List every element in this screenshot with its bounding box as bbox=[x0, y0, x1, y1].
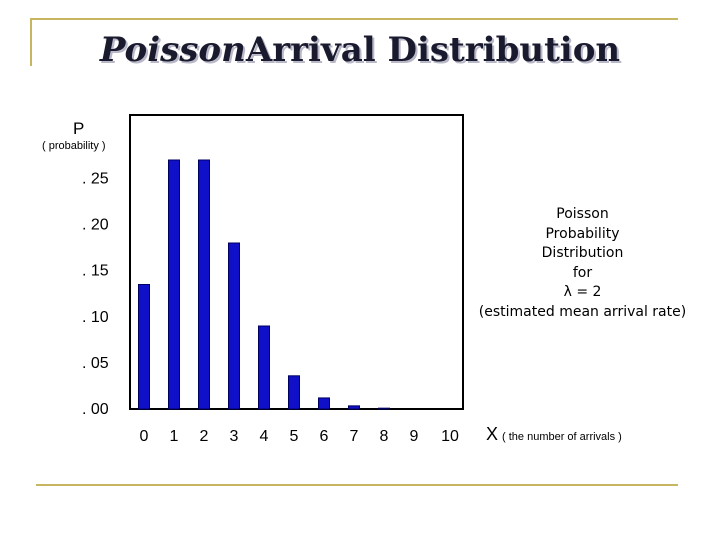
y-tick-group: . 00 . 05 . 10 . 15 . 20 . 25 bbox=[82, 170, 109, 418]
bar-3 bbox=[228, 242, 240, 410]
bar-1 bbox=[168, 159, 180, 410]
title-rest: Arrival Distribution bbox=[245, 30, 621, 70]
x-tick-group: 0 1 2 3 4 5 6 7 8 9 10 bbox=[140, 428, 459, 445]
bar-2 bbox=[198, 159, 210, 410]
distribution-note: Poisson Probability Distribution for λ =… bbox=[470, 205, 695, 322]
y-tick-label: . 00 bbox=[82, 401, 109, 418]
note-line: (estimated mean arrival rate) bbox=[478, 303, 687, 320]
y-axis-sublabel: ( probability ) bbox=[42, 140, 106, 152]
x-tick-label: 3 bbox=[230, 428, 239, 445]
x-tick-label: 7 bbox=[350, 428, 359, 445]
left-rule bbox=[30, 18, 32, 66]
y-tick-label: . 10 bbox=[82, 309, 109, 326]
bar-7 bbox=[348, 405, 360, 410]
bar-8 bbox=[378, 407, 390, 410]
bar-0 bbox=[138, 284, 150, 410]
slide-title: PoissonArrival Distribution bbox=[0, 30, 720, 70]
bar-group bbox=[138, 159, 390, 410]
x-tick-label: 0 bbox=[140, 428, 149, 445]
x-axis-label-block: X( the number of arrivals ) bbox=[486, 424, 622, 445]
y-tick-label: . 20 bbox=[82, 217, 109, 234]
x-axis-sublabel: ( the number of arrivals ) bbox=[502, 431, 622, 443]
bar-4 bbox=[258, 325, 270, 410]
bottom-rule bbox=[36, 484, 678, 486]
x-tick-label: 5 bbox=[290, 428, 299, 445]
note-line: Probability bbox=[545, 225, 620, 242]
x-tick-label: 4 bbox=[260, 428, 269, 445]
y-tick-label: . 15 bbox=[82, 263, 109, 280]
y-tick-label: . 25 bbox=[82, 170, 109, 187]
x-tick-label: 8 bbox=[380, 428, 389, 445]
bar-6 bbox=[318, 397, 330, 410]
note-line: for bbox=[572, 264, 593, 281]
bar-5 bbox=[288, 375, 300, 410]
note-line: Poisson bbox=[556, 206, 609, 222]
title-italic: Poisson bbox=[99, 30, 246, 70]
note-line: λ = 2 bbox=[563, 284, 602, 300]
x-tick-label: 6 bbox=[320, 428, 329, 445]
x-axis-label: X bbox=[486, 424, 499, 444]
x-tick-label: 10 bbox=[441, 428, 459, 445]
x-tick-label: 9 bbox=[410, 428, 419, 445]
y-axis-label: P bbox=[73, 119, 85, 138]
x-tick-label: 2 bbox=[200, 428, 209, 445]
x-tick-label: 1 bbox=[170, 428, 179, 445]
top-rule bbox=[30, 18, 678, 20]
y-tick-label: . 05 bbox=[82, 355, 109, 372]
note-line: Distribution bbox=[541, 245, 624, 261]
